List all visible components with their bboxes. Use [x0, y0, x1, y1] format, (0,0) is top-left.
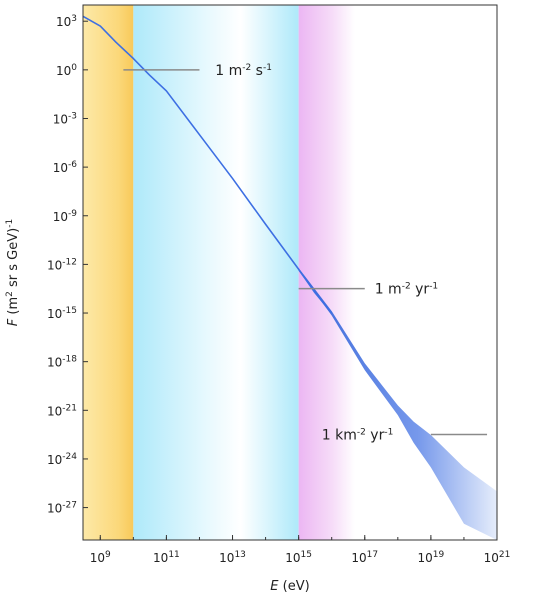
- annotation-label-2-part-2: yr: [366, 428, 385, 444]
- y-tick-label-7: 10-18: [47, 355, 77, 370]
- y-tick-label-5-part-0: 10: [47, 258, 62, 272]
- x-tick-label-0-part-0: 10: [90, 551, 105, 565]
- y-tick-label-4-part-0: 10: [53, 210, 68, 224]
- axis-ticks: 109 1011 1013 1015 1017 1019 102110310010-310-…: [47, 14, 510, 565]
- plot-frame: [82, 4, 498, 541]
- y-tick-label-3: 10-6: [53, 160, 78, 175]
- annotation-label-0: 1 m-2 s-1: [215, 63, 272, 79]
- flux-annotations: 1 m-2 s-11 m-2 yr-11 km-2 yr-1: [123, 63, 488, 444]
- annotation-label-1-part-1: -2: [402, 282, 411, 292]
- annotation-label-0-part-1: -2: [242, 63, 251, 73]
- x-tick-label-2-part-1: 13: [234, 550, 245, 560]
- x-tick-label-0-part-1: 9: [105, 550, 111, 560]
- x-tick-label-6-part-1: 21: [499, 550, 510, 560]
- energy-band-2: [298, 5, 355, 540]
- y-tick-label-9-part-0: 10: [47, 453, 62, 467]
- x-tick-label-5: 1019: [418, 550, 445, 565]
- x-tick-label-6: 1021: [484, 550, 511, 565]
- y-tick-label-2-part-1: -3: [68, 111, 77, 121]
- x-tick-label-1-part-1: 11: [168, 550, 179, 560]
- y-tick-label-0-part-1: 3: [71, 14, 77, 24]
- energy-band-0: [83, 5, 134, 540]
- y-tick-label-10: 10-27: [47, 501, 77, 516]
- annotation-label-2-part-3: -1: [384, 428, 393, 438]
- y-tick-label-2-part-0: 10: [53, 112, 68, 126]
- spectrum-line-0: [82, 15, 333, 314]
- annotation-label-0-part-2: s: [251, 63, 263, 79]
- x-tick-label-3: 1015: [285, 550, 312, 565]
- y-tick-label-4-part-1: -9: [68, 209, 77, 219]
- y-tick-label-0: 103: [56, 14, 77, 29]
- x-tick-label-5-part-0: 10: [418, 551, 433, 565]
- energy-band-1: [133, 5, 299, 540]
- y-tick-label-1-part-0: 10: [56, 64, 71, 78]
- annotation-label-1-part-0: 1 m: [375, 282, 402, 298]
- annotation-label-0-part-0: 1 m: [215, 63, 242, 79]
- x-tick-label-3-part-0: 10: [285, 551, 300, 565]
- y-tick-label-7-part-1: -18: [62, 355, 77, 365]
- annotation-label-2-part-0: 1 km: [322, 428, 357, 444]
- y-tick-label-1-part-1: 0: [71, 63, 77, 73]
- y-tick-label-9-part-1: -24: [62, 452, 77, 462]
- y-tick-label-3-part-1: -6: [68, 160, 77, 170]
- y-tick-label-3-part-0: 10: [53, 161, 68, 175]
- y-axis-label-part2: sr s GeV): [6, 228, 21, 291]
- annotation-label-1-part-3: -1: [429, 282, 438, 292]
- annotation-label-1-part-2: yr: [411, 282, 430, 298]
- annotation-label-2: 1 km-2 yr-1: [322, 428, 394, 444]
- y-axis-label-sup2: -1: [5, 219, 15, 228]
- y-tick-label-8-part-0: 10: [47, 404, 62, 418]
- y-tick-label-1: 100: [56, 63, 77, 78]
- y-tick-label-5-part-1: -12: [62, 257, 77, 267]
- y-tick-label-5: 10-12: [47, 257, 77, 272]
- x-tick-label-6-part-0: 10: [484, 551, 499, 565]
- y-tick-label-2: 10-3: [53, 111, 77, 126]
- x-tick-label-2: 1013: [219, 550, 246, 565]
- y-tick-label-9: 10-24: [47, 452, 77, 467]
- y-tick-label-7-part-0: 10: [47, 356, 62, 370]
- x-tick-label-1: 1011: [153, 550, 180, 565]
- y-axis-label-part1: (m: [6, 297, 21, 319]
- y-axis-label: F (m2 sr s GeV)-1: [5, 219, 21, 326]
- energy-bands: [83, 5, 355, 540]
- x-tick-label-4: 1017: [351, 550, 378, 565]
- y-tick-label-6: 10-15: [47, 306, 77, 321]
- x-axis-label-italic: E: [270, 579, 279, 594]
- annotation-label-0-part-3: -1: [263, 63, 272, 73]
- x-tick-label-0: 109: [90, 550, 111, 565]
- annotation-label-1: 1 m-2 yr-1: [375, 282, 438, 298]
- x-tick-label-4-part-0: 10: [351, 551, 366, 565]
- y-axis-label-sup1: 2: [5, 291, 15, 297]
- y-axis-label-italic: F: [6, 318, 21, 326]
- y-tick-label-10-part-0: 10: [47, 502, 62, 516]
- y-tick-label-0-part-0: 10: [56, 15, 71, 29]
- y-tick-label-4: 10-9: [53, 209, 78, 224]
- y-tick-label-6-part-1: -15: [62, 306, 77, 316]
- x-tick-label-3-part-1: 15: [301, 550, 312, 560]
- uncertainty-band-shape: [298, 267, 497, 540]
- x-axis-label-rest: (eV): [279, 579, 310, 594]
- annotation-label-2-part-1: -2: [357, 428, 366, 438]
- x-tick-label-2-part-0: 10: [219, 551, 234, 565]
- x-axis-label: E (eV): [270, 579, 309, 594]
- x-tick-label-4-part-1: 17: [367, 550, 378, 560]
- x-tick-label-5-part-1: 19: [433, 550, 445, 560]
- y-tick-label-10-part-1: -27: [62, 501, 77, 511]
- y-tick-label-8: 10-21: [47, 403, 77, 418]
- uncertainty-band: [298, 267, 497, 540]
- y-tick-label-6-part-0: 10: [47, 307, 62, 321]
- x-tick-label-1-part-0: 10: [153, 551, 168, 565]
- series-lines: [82, 15, 333, 314]
- y-tick-label-8-part-1: -21: [62, 403, 77, 413]
